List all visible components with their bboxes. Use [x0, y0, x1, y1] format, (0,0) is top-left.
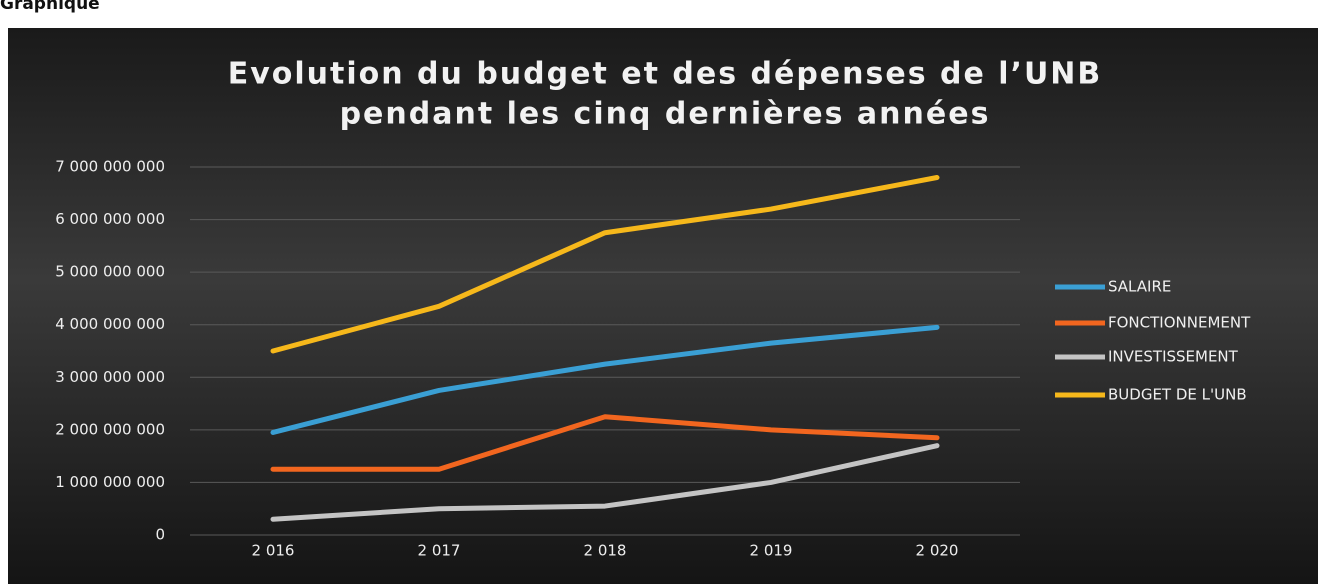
series-line	[270, 414, 940, 472]
x-tick-label: 2 018	[584, 542, 627, 560]
y-tick-label: 1 000 000 000	[55, 473, 165, 491]
chart-title: pendant les cinq dernières années	[340, 97, 991, 132]
chart-title: Evolution du budget et des dépenses de l…	[228, 57, 1103, 92]
series-line	[270, 175, 940, 354]
series-line	[270, 443, 940, 522]
x-tick-label: 2 016	[252, 542, 295, 560]
x-tick-label: 2 017	[418, 542, 461, 560]
x-tick-label: 2 020	[916, 542, 959, 560]
chart-background	[8, 28, 1318, 588]
legend-label: INVESTISSEMENT	[1108, 348, 1239, 366]
header-text: Graphique	[0, 0, 100, 14]
y-tick-label: 3 000 000 000	[55, 368, 165, 386]
y-tick-label: 6 000 000 000	[55, 210, 165, 228]
legend-label: SALAIRE	[1108, 278, 1171, 296]
y-tick-label: 5 000 000 000	[55, 263, 165, 281]
y-tick-label: 2 000 000 000	[55, 420, 165, 438]
x-tick-label: 2 019	[750, 542, 793, 560]
legend-label: FONCTIONNEMENT	[1108, 314, 1251, 332]
y-tick-label: 0	[155, 526, 165, 544]
series-line	[270, 324, 940, 435]
legend-label: BUDGET DE L'UNB	[1108, 386, 1247, 404]
y-tick-label: 4 000 000 000	[55, 315, 165, 333]
y-tick-label: 7 000 000 000	[55, 158, 165, 176]
